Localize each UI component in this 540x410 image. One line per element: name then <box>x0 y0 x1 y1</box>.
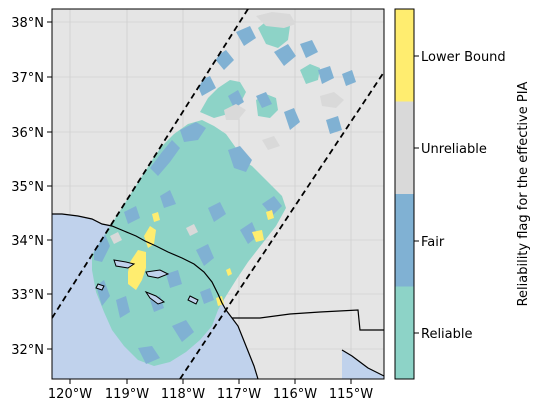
colorbar-label-unreliable: Unreliable <box>421 142 487 157</box>
x-tick-label: 117°W <box>217 387 261 402</box>
colorbar-label-lower-bound: Lower Bound <box>421 50 506 65</box>
colorbar-unreliable <box>395 102 414 195</box>
x-tick-label: 118°W <box>161 387 205 402</box>
map-panel <box>52 9 384 379</box>
x-tick-label: 120°W <box>48 387 92 402</box>
y-tick-label: 32°N <box>11 343 44 358</box>
colorbar-title: Reliability flag for the effective PIA <box>516 81 531 306</box>
colorbar-label-fair: Fair <box>421 235 445 250</box>
y-axis: 32°N 33°N 34°N 35°N 36°N 37°N 38°N <box>11 16 52 358</box>
y-tick-label: 37°N <box>11 71 44 86</box>
y-tick-label: 35°N <box>11 180 44 195</box>
y-tick-label: 38°N <box>11 16 44 31</box>
colorbar: Reliable Fair Unreliable Lower Bound Rel… <box>395 9 531 379</box>
colorbar-lower-bound <box>395 9 414 102</box>
x-tick-label: 116°W <box>273 387 317 402</box>
y-tick-label: 36°N <box>11 126 44 141</box>
y-tick-label: 34°N <box>11 234 44 249</box>
x-tick-label: 119°W <box>105 387 149 402</box>
colorbar-reliable <box>395 287 414 380</box>
x-axis: 120°W 119°W 118°W 117°W 116°W 115°W <box>48 379 373 402</box>
colorbar-label-reliable: Reliable <box>421 327 473 342</box>
colorbar-fair <box>395 194 414 287</box>
y-tick-label: 33°N <box>11 288 44 303</box>
x-tick-label: 115°W <box>329 387 373 402</box>
